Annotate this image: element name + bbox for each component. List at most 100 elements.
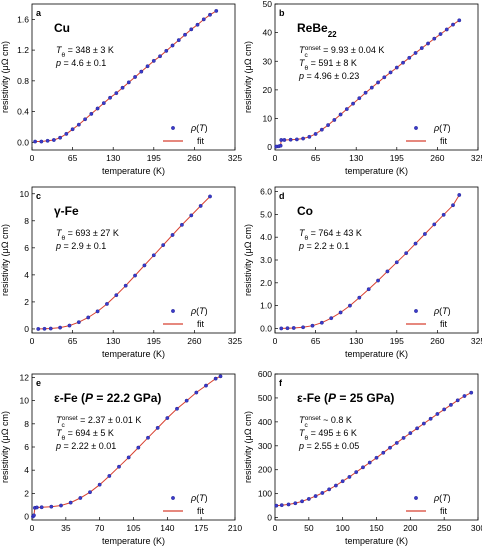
data-point: [213, 376, 218, 381]
x-tick-label: 0: [30, 523, 35, 533]
data-point: [49, 504, 54, 509]
data-point: [145, 64, 150, 69]
data-point: [457, 18, 462, 23]
y-tick-label: 5.0: [260, 209, 272, 219]
data-point: [194, 390, 199, 395]
legend-label-fit: fit: [440, 319, 448, 329]
legend-label-data: ρ(T): [433, 123, 451, 133]
y-axis-title: resistivity (μΩ cm): [0, 411, 10, 483]
data-point: [214, 9, 219, 13]
data-point: [39, 139, 44, 144]
data-point: [32, 513, 36, 518]
x-tick-label: 325: [228, 153, 242, 163]
fit-parameter: Tθ = 495 ± 6 K: [299, 428, 357, 442]
panel-letter: b: [279, 8, 285, 18]
data-point: [48, 326, 53, 331]
data-point: [469, 390, 474, 395]
y-tick-label: 10: [20, 189, 30, 199]
data-point: [432, 222, 437, 227]
y-tick-label: 50: [263, 0, 273, 9]
y-axis-title: resistivity (μΩ cm): [243, 41, 253, 113]
y-tick-label: 12: [20, 372, 30, 382]
data-point: [444, 27, 449, 32]
fit-parameter: p = 2.9 ± 0.1: [55, 241, 106, 251]
data-point: [301, 136, 306, 141]
x-axis-title: temperature (K): [102, 536, 165, 546]
x-tick-label: 100: [336, 523, 350, 533]
data-point: [136, 445, 141, 450]
y-axis-title: resistivity (μΩ cm): [243, 411, 253, 483]
data-point: [151, 58, 156, 63]
y-axis-title: resistivity (μΩ cm): [243, 224, 253, 296]
data-point: [306, 497, 311, 501]
legend-label-fit: fit: [197, 136, 205, 146]
data-point: [388, 445, 392, 450]
panel-letter: f: [279, 378, 283, 388]
data-point: [354, 470, 359, 475]
data-point: [170, 233, 175, 237]
x-tick-label: 260: [187, 336, 201, 346]
data-point: [361, 465, 365, 470]
y-tick-label: 20: [263, 85, 273, 95]
y-tick-label: 200: [258, 465, 272, 475]
fit-parameter: Tθ = 694 ± 5 K: [56, 428, 114, 442]
data-point: [120, 85, 125, 90]
data-point: [42, 326, 47, 331]
data-point: [133, 75, 137, 79]
legend-label-fit: fit: [197, 506, 205, 516]
data-point: [39, 505, 44, 510]
x-tick-label: 0: [273, 153, 278, 163]
x-tick-label: 130: [106, 153, 120, 163]
data-point: [176, 38, 181, 43]
data-point: [161, 243, 166, 248]
y-tick-label: 400: [258, 417, 272, 427]
data-point: [394, 441, 399, 445]
data-point: [401, 436, 406, 440]
data-point: [457, 193, 462, 197]
data-point: [164, 48, 169, 53]
data-point: [357, 96, 362, 101]
x-tick-label: 70: [95, 523, 105, 533]
x-tick-label: 260: [430, 153, 444, 163]
plot-frame: [31, 186, 236, 334]
data-point: [329, 316, 334, 321]
panel-c: 0 65 130 195 260 325 0 2 4 6 8 10 temperature (K) res…: [0, 186, 242, 359]
fit-parameter: Tconset = 2.37 ± 0.01 K: [56, 415, 141, 429]
data-point: [76, 122, 81, 127]
data-point: [279, 326, 284, 331]
data-point: [180, 222, 184, 227]
data-point: [201, 17, 206, 22]
data-point: [423, 232, 427, 236]
y-tick-label: 1.0: [260, 301, 272, 311]
data-point: [204, 383, 208, 388]
legend-label-fit: fit: [440, 506, 448, 516]
data-point: [114, 293, 119, 298]
data-point: [123, 283, 128, 288]
legend-label-fit: fit: [440, 136, 448, 146]
data-point: [97, 482, 102, 487]
data-point: [58, 325, 63, 330]
data-point: [170, 43, 175, 48]
panel-letter: e: [36, 378, 41, 388]
data-point: [369, 85, 374, 90]
x-tick-label: 130: [349, 153, 363, 163]
panel-title: ε-Fe (P = 25 GPa): [297, 391, 394, 405]
data-point: [293, 501, 298, 506]
data-point: [407, 55, 412, 60]
x-tick-label: 325: [471, 336, 482, 346]
data-point: [88, 490, 92, 495]
data-point: [307, 134, 312, 139]
data-point: [36, 327, 41, 331]
data-point: [68, 500, 73, 505]
x-tick-label: 130: [106, 336, 120, 346]
data-point: [95, 309, 100, 314]
y-tick-label: 2: [24, 297, 29, 307]
panel-e: 0 35 70 105 140 175 210 0 2 4 6 8 10 12 temperature (K…: [0, 372, 242, 546]
legend-marker: [171, 126, 175, 130]
data-point: [189, 213, 194, 218]
x-tick-label: 260: [430, 336, 444, 346]
data-point: [401, 60, 405, 65]
data-point: [442, 407, 447, 412]
data-point: [83, 117, 87, 122]
data-point: [348, 303, 352, 308]
